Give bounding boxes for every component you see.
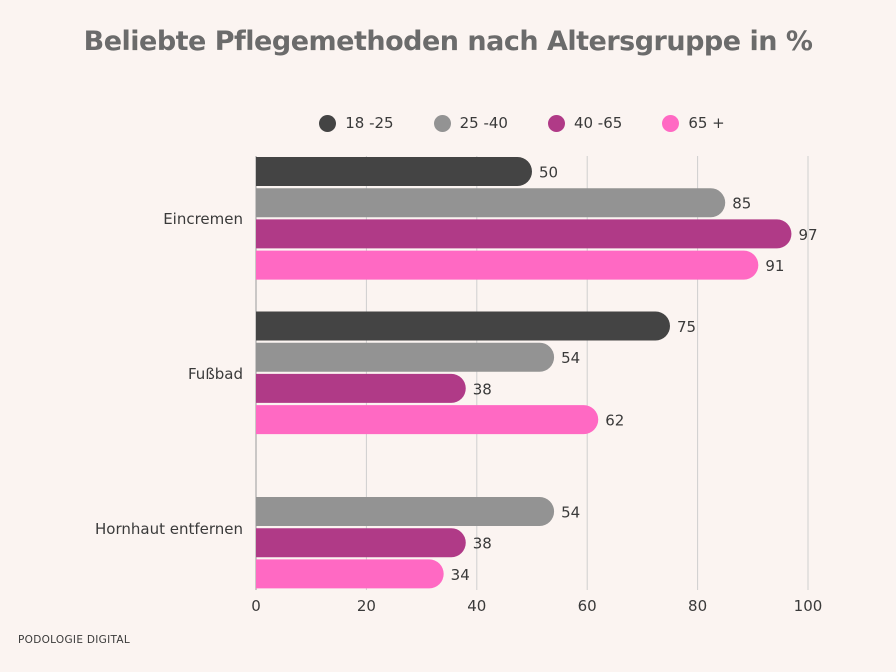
data-label: 85 <box>732 195 751 213</box>
chart-legend: 18 -25 25 -40 40 -65 65 + <box>0 114 896 132</box>
category-label: Hornhaut entfernen <box>95 520 243 538</box>
x-tick-label: 60 <box>578 597 597 615</box>
footer-brand: PODOLOGIE DIGITAL <box>18 634 131 646</box>
legend-swatch <box>547 114 565 132</box>
bar <box>256 405 599 435</box>
bar <box>256 497 555 526</box>
bar <box>256 219 792 249</box>
x-tick-label: 40 <box>467 597 486 615</box>
data-label: 97 <box>798 226 817 244</box>
bar <box>256 559 444 589</box>
data-label: 38 <box>473 535 492 553</box>
legend-item-25-40: 25 -40 <box>433 114 508 132</box>
x-tick-label: 80 <box>688 597 707 615</box>
data-label: 91 <box>765 257 784 275</box>
bar <box>256 311 670 341</box>
legend-swatch <box>319 114 337 132</box>
x-tick-label: 20 <box>357 597 376 615</box>
bar <box>256 250 759 280</box>
data-label: 50 <box>539 164 558 182</box>
data-label: 34 <box>451 566 470 584</box>
category-label: Eincremen <box>163 210 243 228</box>
bar <box>256 188 726 218</box>
bar <box>256 373 466 403</box>
legend-label: 25 -40 <box>459 114 508 132</box>
x-tick-label: 0 <box>251 597 261 615</box>
data-label: 54 <box>561 504 580 522</box>
bar <box>256 342 555 372</box>
chart-title: Beliebte Pflegemethoden nach Altersgrupp… <box>83 26 813 57</box>
legend-item-40-65: 40 -65 <box>547 114 623 132</box>
legend-swatch <box>662 114 680 132</box>
legend-label: 18 -25 <box>345 114 394 132</box>
x-tick-label: 100 <box>794 597 823 615</box>
data-label: 54 <box>561 349 580 367</box>
legend-label: 40 -65 <box>573 114 623 132</box>
legend-label: 65 + <box>688 114 725 132</box>
legend-item-65-plus: 65 + <box>662 114 725 132</box>
data-label: 75 <box>677 318 696 336</box>
data-label: 38 <box>473 380 492 398</box>
bar <box>256 157 532 186</box>
legend-swatch <box>433 114 451 132</box>
category-label: Fußbad <box>188 365 243 383</box>
data-label: 62 <box>605 412 624 430</box>
bar <box>256 528 466 558</box>
legend-item-18-25: 18 -25 <box>319 114 394 132</box>
